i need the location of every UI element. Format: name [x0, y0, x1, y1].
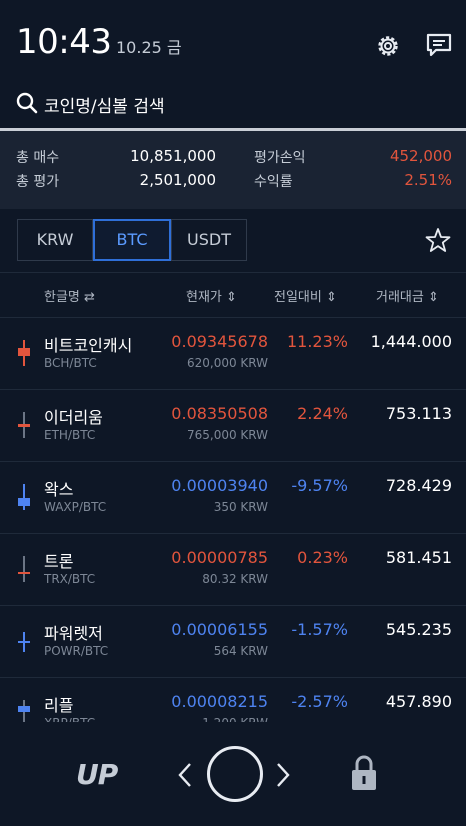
trade-volume: 753.113 — [385, 404, 452, 423]
current-price: 0.09345678 — [171, 332, 268, 351]
change-rate: -2.57% — [291, 692, 348, 711]
search-icon — [16, 92, 38, 114]
total-buy-label: 총 매수 — [16, 150, 60, 166]
total-eval-value: 2,501,000 — [139, 171, 216, 189]
coin-row[interactable]: 비트코인캐시 BCH/BTC 0.09345678 620,000 KRW 11… — [0, 318, 466, 390]
gear-icon[interactable] — [374, 32, 402, 60]
current-price: 0.00006155 — [171, 620, 268, 639]
favorite-star-icon[interactable] — [424, 226, 452, 254]
coin-row[interactable]: 이더리움 ETH/BTC 0.08350508 765,000 KRW 2.24… — [0, 390, 466, 462]
krw-price: 1,200 KRW — [202, 716, 268, 722]
trade-volume: 728.429 — [385, 476, 452, 495]
coin-name: 트론 — [44, 552, 74, 571]
pnl-label: 평가손익 — [254, 150, 306, 166]
chevron-left-icon[interactable] — [176, 760, 194, 790]
mini-candle-icon — [18, 628, 30, 654]
search-bar[interactable]: 코인명/심볼 검색 — [0, 82, 466, 128]
mini-candle-icon — [18, 484, 30, 510]
chat-icon[interactable] — [424, 30, 454, 60]
return-label: 수익률 — [254, 174, 293, 190]
coin-row[interactable]: 왁스 WAXP/BTC 0.00003940 350 KRW -9.57% 72… — [0, 462, 466, 534]
coin-row[interactable]: 리플 XRP/BTC 0.00008215 1,200 KRW -2.57% 4… — [0, 678, 466, 722]
krw-price: 80.32 KRW — [202, 572, 268, 586]
change-rate: 2.24% — [297, 404, 348, 423]
trade-volume: 457.890 — [385, 692, 452, 711]
tab-usdt[interactable]: USDT — [171, 219, 247, 261]
coin-row[interactable]: 파워렛저 POWR/BTC 0.00006155 564 KRW -1.57% … — [0, 606, 466, 678]
coin-pair: TRX/BTC — [44, 572, 96, 586]
current-price: 0.00003940 — [171, 476, 268, 495]
change-rate: -1.57% — [291, 620, 348, 639]
krw-price: 620,000 KRW — [186, 356, 268, 370]
change-rate: 0.23% — [297, 548, 348, 567]
bottom-navigation: UP — [0, 722, 466, 826]
sort-name-header[interactable]: 한글명 ⇄ — [44, 290, 95, 305]
search-underline — [0, 128, 466, 131]
search-input[interactable]: 코인명/심볼 검색 — [44, 97, 165, 117]
krw-price: 765,000 KRW — [186, 428, 268, 442]
current-price: 0.00008215 — [171, 692, 268, 711]
market-tabs: KRW BTC USDT — [0, 209, 466, 273]
coin-pair: WAXP/BTC — [44, 500, 107, 514]
total-buy-value: 10,851,000 — [130, 147, 216, 165]
change-rate: -9.57% — [291, 476, 348, 495]
coin-name: 왁스 — [44, 480, 74, 499]
status-bar: 10:43 10.25 금 — [0, 0, 466, 82]
app-logo[interactable]: UP — [76, 758, 118, 791]
trade-volume: 545.235 — [385, 620, 452, 639]
mini-candle-icon — [18, 556, 30, 582]
mini-candle-icon — [18, 412, 30, 438]
mini-candle-icon — [18, 340, 30, 366]
coin-row[interactable]: 트론 TRX/BTC 0.00000785 80.32 KRW 0.23% 58… — [0, 534, 466, 606]
home-button[interactable] — [207, 746, 263, 802]
clock-date: 10.25 금 — [116, 38, 182, 57]
sort-change-header[interactable]: 전일대비 ⇕ — [274, 290, 337, 305]
coin-pair: XRP/BTC — [44, 716, 95, 722]
coin-pair: BCH/BTC — [44, 356, 97, 370]
coin-pair: ETH/BTC — [44, 428, 96, 442]
current-price: 0.00000785 — [171, 548, 268, 567]
coin-name: 비트코인캐시 — [44, 336, 133, 355]
pnl-value: 452,000 — [389, 147, 452, 165]
chevron-right-icon[interactable] — [274, 760, 292, 790]
lock-icon[interactable] — [350, 754, 378, 792]
return-value: 2.51% — [404, 171, 452, 189]
krw-price: 564 KRW — [213, 644, 268, 658]
column-header: 한글명 ⇄ 현재가 ⇕ 전일대비 ⇕ 거래대금 ⇕ — [0, 274, 466, 318]
trade-volume: 1,444.000 — [370, 332, 452, 351]
current-price: 0.08350508 — [171, 404, 268, 423]
total-eval-label: 총 평가 — [16, 174, 60, 190]
coin-name: 리플 — [44, 696, 74, 715]
tab-btc[interactable]: BTC — [93, 219, 171, 261]
change-rate: 11.23% — [286, 332, 348, 351]
trade-volume: 581.451 — [385, 548, 452, 567]
krw-price: 350 KRW — [213, 500, 268, 514]
sort-price-header[interactable]: 현재가 ⇕ — [186, 290, 237, 305]
sort-volume-header[interactable]: 거래대금 ⇕ — [376, 290, 439, 305]
tab-krw[interactable]: KRW — [17, 219, 93, 261]
coin-name: 이더리움 — [44, 408, 103, 427]
coin-name: 파워렛저 — [44, 624, 103, 643]
clock-time: 10:43 — [16, 22, 112, 62]
portfolio-summary: 총 매수 10,851,000 총 평가 2,501,000 평가손익 452,… — [0, 131, 466, 209]
mini-candle-icon — [18, 700, 30, 722]
coin-pair: POWR/BTC — [44, 644, 109, 658]
